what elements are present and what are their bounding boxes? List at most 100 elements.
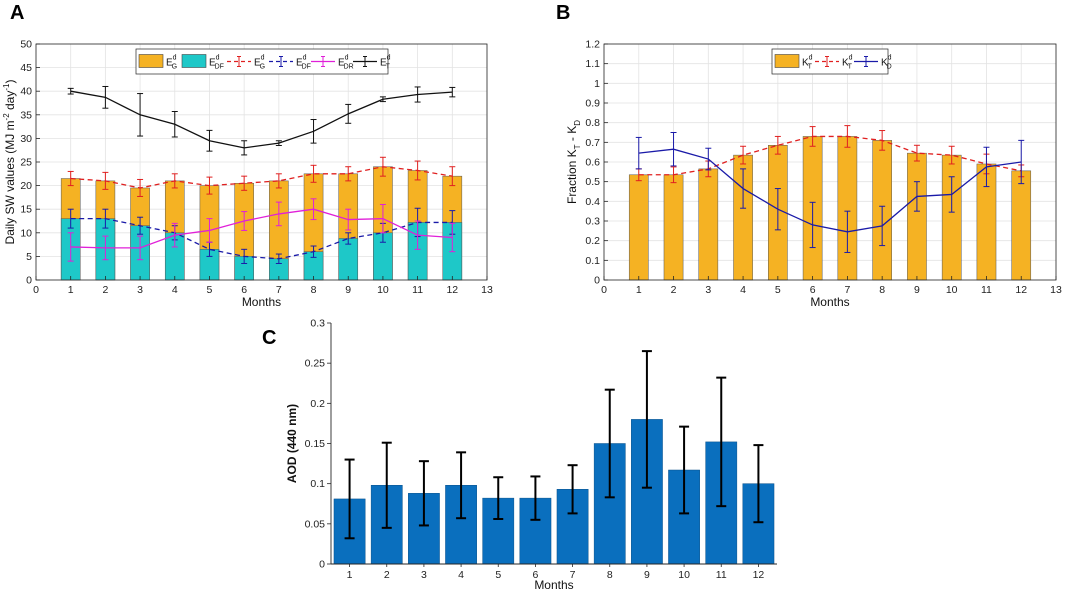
panel-c-xtick-label: 3 bbox=[421, 569, 427, 581]
panel-c-xtick-label: 7 bbox=[570, 569, 576, 581]
panel-c-ytick-label: 0.05 bbox=[305, 518, 326, 530]
panel-c-errorbar-6 bbox=[530, 475, 541, 521]
panel-a-errorbar-2-7 bbox=[275, 201, 282, 227]
panel-a-series-0 bbox=[67, 156, 456, 197]
panel-a-series-3 bbox=[67, 85, 456, 156]
panel-a-xtick-label: 5 bbox=[207, 284, 213, 296]
panel-a-errorbar-2-12 bbox=[449, 222, 456, 253]
panel-b-bar-0-10 bbox=[941, 154, 962, 281]
panel-a-series-1 bbox=[67, 207, 456, 264]
panel-a-errorbar-0-1 bbox=[67, 170, 74, 187]
panel-b-ytick-label: 1.1 bbox=[585, 58, 600, 70]
panel-b-errorbar-1-11 bbox=[983, 146, 990, 188]
panel-a-errorbar-2-11 bbox=[414, 220, 421, 250]
panel-b-ytick-label: 0.4 bbox=[585, 196, 600, 208]
panel-a-xlabel: Months bbox=[242, 295, 281, 309]
panel-a-errorbar-0-4 bbox=[171, 173, 178, 189]
panel-a-ytick-label: 25 bbox=[20, 157, 32, 169]
panel-b-errorbar-1-3 bbox=[705, 147, 712, 171]
panel-b-xtick-label: 10 bbox=[946, 284, 958, 296]
panel-b-legend-swatch-0 bbox=[774, 54, 800, 68]
panel-a-errorbar-1-9 bbox=[345, 232, 352, 245]
panel-a-legend-entry-5: Ed T bbox=[353, 55, 391, 71]
panel-b-errorbar-0-9 bbox=[913, 144, 920, 162]
panel-a-errorbar-2-5 bbox=[206, 218, 213, 243]
panel-a-legend-label-0: Ed G bbox=[166, 55, 177, 71]
panel-b-xtick-label: 7 bbox=[844, 284, 850, 296]
panel-b-ytick-label: 0.8 bbox=[585, 117, 600, 129]
panel-a-errorbar-1-3 bbox=[137, 216, 144, 235]
panel-b-x-ticks: 0 1 2 3 4 5 6 7 8 9 10 11 12 13 bbox=[601, 276, 1062, 296]
panel-a-ytick-label: 20 bbox=[20, 180, 32, 192]
panel-b-xtick-label: 3 bbox=[705, 284, 711, 296]
panel-a-letter: A bbox=[10, 2, 24, 24]
panel-b-legend-entry-0: Kd T bbox=[774, 54, 813, 71]
panel-b-legend-entry-1: Kd T bbox=[815, 55, 853, 71]
panel-a-ytick-label: 0 bbox=[26, 275, 32, 287]
panel-a: A 0 1 2 3 4 5 6 7 8 9 10 11 12 1305101520253035404550… bbox=[2, 2, 493, 309]
panel-a-errorbar-0-9 bbox=[345, 166, 352, 182]
panel-b-bar-0-3 bbox=[698, 168, 719, 281]
panel-a-errorbar-2-1 bbox=[67, 232, 74, 262]
panel-b-y-ticks: 0 0.1 0.2 0.3 0.4 0.5 0.6 0.7 0.8 0.9 1 1.1 1.2 bbox=[585, 39, 608, 287]
panel-b-errorbar-1-7 bbox=[844, 210, 851, 253]
panel-a-ytick-label: 30 bbox=[20, 133, 32, 145]
panel-c-letter: C bbox=[262, 327, 276, 349]
panel-b-ytick-label: 0.7 bbox=[585, 137, 600, 149]
panel-c-errorbar-12 bbox=[753, 444, 764, 524]
panel-a-errorbar-0-6 bbox=[241, 175, 248, 191]
panel-b-legend-entry-2: Kd D bbox=[854, 55, 892, 71]
panel-b-bar-0-9 bbox=[907, 152, 927, 281]
panel-b-ylabel: Fraction KT - KD bbox=[565, 120, 582, 204]
panel-a-series-line-1 bbox=[70, 217, 453, 260]
panel-c-ytick-label: 0.25 bbox=[305, 358, 326, 370]
panel-a-errorbar-3-3 bbox=[137, 93, 144, 137]
panel-b-series-1 bbox=[635, 132, 1025, 253]
panel-a-errorbar-1-7 bbox=[275, 253, 282, 264]
panel-c-errorbar-11 bbox=[716, 376, 727, 508]
panel-a-series-line-3 bbox=[70, 90, 453, 149]
panel-c-x-ticks: 1 2 3 4 5 6 7 8 9 10 11 12 bbox=[347, 564, 764, 581]
panel-a-errorbar-2-9 bbox=[345, 208, 352, 231]
panel-b-ytick-label: 0.6 bbox=[585, 157, 600, 169]
panel-b-xtick-label: 8 bbox=[879, 284, 885, 296]
panel-a-errorbar-0-10 bbox=[379, 156, 386, 177]
panel-a-errorbar-3-6 bbox=[241, 140, 248, 156]
panel-b-legend-label-1: Kd T bbox=[842, 55, 853, 71]
panel-b-xtick-label: 1 bbox=[636, 284, 642, 296]
panel-b-errorbar-0-2 bbox=[670, 166, 677, 184]
panel-a-xtick-label: 6 bbox=[241, 284, 247, 296]
panel-a-xtick-label: 1 bbox=[68, 284, 74, 296]
panel-a-errorbar-3-8 bbox=[310, 119, 317, 144]
panel-b-errorbar-0-6 bbox=[809, 126, 816, 147]
panel-a-legend-swatch-1 bbox=[181, 54, 207, 68]
panel-b-errorbar-1-6 bbox=[809, 201, 816, 249]
panel-c: C 00.050.10.150.20.250.31 2 3 4 5 6 7 8 9 10 11 12M… bbox=[262, 318, 777, 592]
panel-b-errorbar-0-10 bbox=[948, 145, 955, 165]
panel-c-errorbar-10 bbox=[679, 425, 690, 515]
panel-b-xtick-label: 11 bbox=[981, 284, 992, 296]
panel-a-xtick-label: 3 bbox=[137, 284, 143, 296]
panel-b-xlabel: Months bbox=[810, 295, 849, 309]
panel-b: B 0 1 2 3 4 5 6 7 8 9 10 11 12 1300.10.20.30.40.50.60… bbox=[556, 2, 1062, 309]
panel-b-ytick-label: 0.3 bbox=[585, 216, 600, 228]
panel-b-errorbar-0-5 bbox=[774, 135, 781, 155]
panel-b-xtick-label: 5 bbox=[775, 284, 781, 296]
panel-a-errorbar-2-6 bbox=[241, 211, 248, 231]
panel-a-errorbar-1-8 bbox=[310, 245, 317, 258]
panel-b-errorbar-1-4 bbox=[740, 168, 747, 209]
panel-a-xtick-label: 13 bbox=[481, 284, 493, 296]
panel-c-ylabel: AOD (440 nm) bbox=[285, 404, 299, 483]
panel-a-errorbar-3-2 bbox=[102, 85, 109, 109]
panel-b-series-line-1 bbox=[638, 148, 1022, 233]
panel-c-ytick-label: 0 bbox=[319, 559, 325, 571]
panel-a-x-ticks: 0 1 2 3 4 5 6 7 8 9 10 11 12 13 bbox=[33, 276, 493, 296]
panel-a-errorbar-3-1 bbox=[67, 87, 74, 95]
panel-c-errorbars bbox=[344, 350, 764, 540]
panel-a-xtick-label: 8 bbox=[311, 284, 317, 296]
panel-c-errorbar-5 bbox=[493, 476, 504, 521]
panel-a-ytick-label: 15 bbox=[20, 204, 32, 216]
panel-b-xtick-label: 4 bbox=[740, 284, 746, 296]
panel-c-xtick-label: 2 bbox=[384, 569, 390, 581]
